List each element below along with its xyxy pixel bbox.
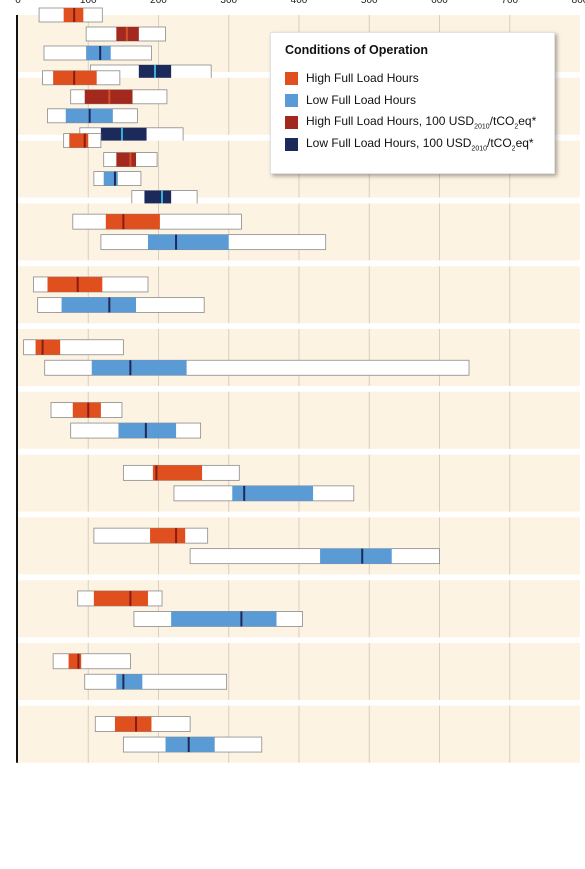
- interquartile-bar-low100: [144, 190, 172, 205]
- legend-entry-high100: High Full Load Hours, 100 USD2010/tCO2eq…: [285, 111, 540, 133]
- interquartile-bar-high: [150, 528, 186, 544]
- interquartile-bar-high: [114, 716, 152, 732]
- interquartile-bar-low: [147, 234, 229, 250]
- range-bar-high: [52, 653, 131, 670]
- interquartile-bar-low: [171, 611, 277, 627]
- x-tick-label: 700: [501, 0, 518, 6]
- interquartile-bar-high: [35, 339, 61, 355]
- legend-label-high: High Full Load Hours: [306, 71, 419, 85]
- x-tick-label: 200: [150, 0, 167, 6]
- x-tick-label: 800: [572, 0, 585, 6]
- range-bar-low: [84, 673, 228, 690]
- legend-entry-low: Low Full Load Hours: [285, 89, 540, 111]
- interquartile-bar-low: [61, 297, 137, 313]
- legend-entry-low100: Low Full Load Hours, 100 USD2010/tCO2eq*: [285, 133, 540, 155]
- interquartile-bar-low: [118, 423, 177, 439]
- interquartile-bar-high100: [116, 152, 137, 167]
- legend-title: Conditions of Operation: [285, 43, 429, 57]
- interquartile-bar-low: [232, 485, 314, 501]
- interquartile-bar-low100: [100, 127, 147, 142]
- legend-swatch-low: [285, 93, 298, 107]
- legend-entry-high: High Full Load Hours: [285, 67, 540, 89]
- interquartile-bar-low: [320, 548, 392, 564]
- legend-label-high100: High Full Load Hours, 100 USD2010/tCO2eq…: [306, 113, 537, 131]
- interquartile-bar-low: [86, 46, 111, 60]
- interquartile-bar-low: [91, 360, 187, 376]
- x-tick-label: 300: [220, 0, 237, 6]
- range-bar-low: [189, 548, 440, 565]
- legend-swatch-high: [285, 71, 298, 85]
- x-tick-label: 400: [291, 0, 308, 6]
- x-tick-label: 100: [80, 0, 97, 6]
- interquartile-bar-high: [93, 590, 148, 606]
- chart-legend: Conditions of Operation High Full Load H…: [270, 32, 555, 174]
- x-tick-label: 0: [15, 0, 21, 6]
- interquartile-bar-high: [69, 133, 89, 148]
- legend-swatch-low100: [285, 137, 298, 151]
- interquartile-bar-low: [116, 674, 143, 690]
- legend-swatch-high100: [285, 115, 298, 129]
- interquartile-bar-high: [152, 465, 203, 481]
- interquartile-bar-high: [105, 214, 160, 230]
- interquartile-bar-low: [165, 737, 215, 753]
- interquartile-bar-high: [47, 276, 103, 292]
- legend-label-low: Low Full Load Hours: [306, 93, 417, 107]
- x-tick-label: 500: [361, 0, 378, 6]
- x-tick-label: 600: [431, 0, 448, 6]
- legend-label-low100: Low Full Load Hours, 100 USD2010/tCO2eq*: [306, 135, 534, 153]
- interquartile-bar-high: [72, 402, 101, 418]
